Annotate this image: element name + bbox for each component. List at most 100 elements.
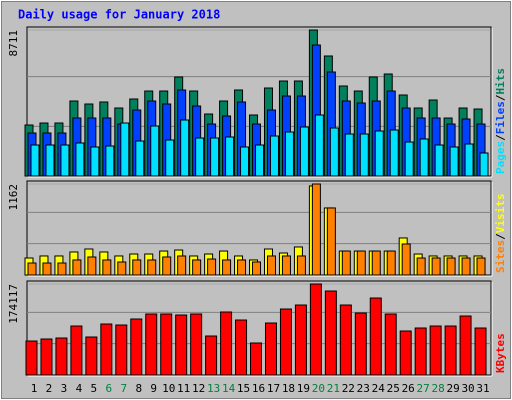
x-tick-label: 10 (162, 382, 175, 395)
bar (416, 257, 426, 276)
x-tick-label: 3 (61, 382, 68, 395)
bar (294, 304, 307, 376)
bar (115, 324, 128, 376)
bar (190, 313, 203, 376)
legend-entry: Pages (494, 141, 507, 174)
x-tick-label: 23 (357, 382, 370, 395)
x-tick-label: 16 (252, 382, 265, 395)
legend: KBytes (494, 333, 507, 373)
bar (264, 322, 277, 376)
bar (120, 122, 130, 177)
legend: Pages/Files/Hits (494, 68, 507, 174)
x-tick-label: 20 (312, 382, 325, 395)
x-tick-label: 31 (476, 382, 489, 395)
legend-entry: Hits (494, 68, 507, 95)
bar (419, 138, 429, 177)
bar (341, 250, 351, 276)
bar (429, 325, 442, 376)
bar (354, 312, 367, 376)
y-tick-label: 1162 (7, 184, 20, 211)
x-tick-label: 19 (297, 382, 310, 395)
x-tick-label: 7 (120, 382, 127, 395)
bar (444, 325, 457, 376)
x-tick-label: 29 (446, 382, 459, 395)
bar (45, 144, 55, 177)
bar (90, 146, 100, 177)
bar (479, 152, 489, 177)
bar (311, 183, 321, 276)
bar (207, 258, 217, 276)
x-tick-label: 6 (106, 382, 113, 395)
x-tick-label: 8 (135, 382, 142, 395)
x-tick-label: 24 (372, 382, 386, 395)
bar (252, 261, 262, 276)
bar (474, 327, 487, 376)
x-tick-label: 26 (402, 382, 415, 395)
x-tick-label: 25 (387, 382, 400, 395)
chart-title: Daily usage for January 2018 (18, 8, 220, 22)
x-tick-label: 5 (91, 382, 98, 395)
bar (369, 297, 382, 376)
bar (449, 146, 459, 177)
bar (117, 261, 127, 276)
x-tick-label: 28 (432, 382, 445, 395)
x-tick-label: 2 (46, 382, 53, 395)
bar (220, 311, 233, 376)
bar (384, 313, 397, 376)
bar (135, 140, 145, 177)
bar (162, 256, 172, 276)
bar (344, 133, 354, 177)
bar (284, 131, 294, 177)
bar (42, 262, 52, 276)
bar (130, 318, 143, 376)
bar (85, 336, 98, 376)
bar (250, 342, 263, 376)
legend-separator: / (494, 94, 507, 101)
bar (205, 335, 218, 376)
bar (324, 290, 337, 376)
bar (296, 255, 306, 276)
bar (401, 243, 411, 276)
legend-entry: KBytes (494, 333, 507, 373)
bar (55, 337, 68, 376)
bar (446, 257, 456, 276)
bar (165, 139, 175, 177)
bar (459, 315, 472, 376)
bar (255, 144, 265, 177)
bar (87, 256, 97, 276)
bar (434, 144, 444, 177)
bar (100, 323, 113, 376)
x-tick-label: 13 (207, 382, 220, 395)
x-tick-label: 1 (31, 382, 38, 395)
bar (281, 255, 291, 276)
bar (222, 259, 232, 276)
bar (25, 340, 38, 376)
bar (30, 144, 40, 177)
bar (374, 130, 384, 177)
legend-separator: / (494, 134, 507, 141)
bar (299, 126, 309, 177)
bar (132, 259, 142, 276)
bar (40, 338, 53, 376)
x-tick-label: 11 (177, 382, 190, 395)
x-tick-label: 30 (461, 382, 474, 395)
bar (356, 250, 366, 276)
bar (266, 255, 276, 276)
bar (464, 143, 474, 177)
bar (431, 257, 441, 276)
bar (235, 319, 248, 376)
x-tick-label: 12 (192, 382, 205, 395)
bar (102, 259, 112, 276)
bar (105, 145, 115, 177)
bar (75, 142, 85, 177)
bar (371, 250, 381, 276)
bar (177, 255, 187, 276)
bar (237, 259, 247, 276)
bar (399, 330, 412, 376)
bar (225, 136, 235, 177)
bar (386, 250, 396, 276)
bar (269, 135, 279, 177)
legend-separator: / (494, 233, 507, 240)
